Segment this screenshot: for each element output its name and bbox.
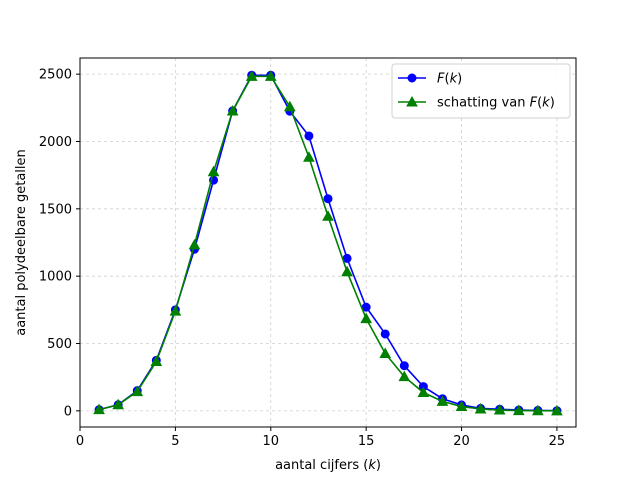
series-schatting	[93, 70, 563, 416]
data-point	[341, 265, 353, 277]
y-tick-label: 1000	[39, 270, 72, 285]
data-point	[188, 238, 201, 250]
series-line	[98, 74, 557, 412]
legend-entry: F(k)	[398, 72, 462, 87]
x-tick-label: 0	[76, 434, 84, 449]
data-point	[531, 404, 544, 416]
legend-entry: schatting van F(k)	[398, 96, 555, 111]
data-point	[245, 70, 258, 81]
x-tick-label: 15	[358, 434, 375, 449]
data-point	[474, 402, 487, 414]
data-point	[436, 395, 449, 406]
data-point	[303, 151, 315, 162]
series-layer	[93, 70, 563, 416]
data-point	[399, 361, 409, 371]
data-point	[264, 70, 277, 81]
y-tick-label: 0	[64, 404, 72, 419]
grid	[79, 58, 576, 427]
data-point	[304, 131, 314, 141]
x-axis-label: aantal cijfers (k)	[275, 458, 381, 473]
data-point	[207, 165, 220, 177]
x-tick-label: 5	[171, 434, 179, 449]
data-point	[512, 404, 525, 416]
legend-label: schatting van F(k)	[437, 96, 555, 111]
data-point	[493, 404, 506, 415]
x-tick-label: 25	[549, 434, 566, 449]
y-tick-label: 2000	[39, 135, 72, 150]
y-tick-label: 2500	[39, 68, 72, 83]
data-point	[417, 386, 430, 398]
y-axis-label: aantal polydeelbare getallen	[14, 149, 29, 336]
data-point	[360, 312, 373, 324]
data-point	[131, 385, 144, 397]
y-tick-label: 1500	[39, 202, 72, 217]
y-tick-label: 500	[47, 337, 72, 352]
x-tick-label: 10	[262, 434, 279, 449]
data-point	[150, 355, 163, 367]
data-point	[379, 347, 392, 358]
data-point	[398, 370, 411, 382]
data-point	[169, 305, 182, 316]
data-point	[551, 404, 563, 416]
data-point	[323, 194, 333, 204]
legend-box	[391, 63, 571, 119]
data-point	[455, 400, 468, 412]
legend-marker	[407, 73, 417, 83]
plot-frame	[79, 57, 577, 428]
legend-marker	[406, 95, 418, 107]
series-f-k	[94, 70, 562, 416]
x-tick-label: 20	[453, 434, 470, 449]
data-point	[93, 403, 105, 415]
legend-label: F(k)	[437, 72, 462, 87]
x-axis-ticks: 0 5 10 15 20 25	[76, 427, 565, 449]
data-point	[226, 105, 239, 116]
data-point	[322, 210, 334, 221]
y-axis-ticks: 0 500 1000 1500 2000 2500	[39, 68, 80, 419]
data-point	[112, 398, 125, 410]
series-line	[98, 75, 557, 412]
data-point	[283, 100, 296, 112]
data-point	[380, 329, 390, 339]
legend: F(k) schatting van F(k)	[391, 63, 571, 119]
